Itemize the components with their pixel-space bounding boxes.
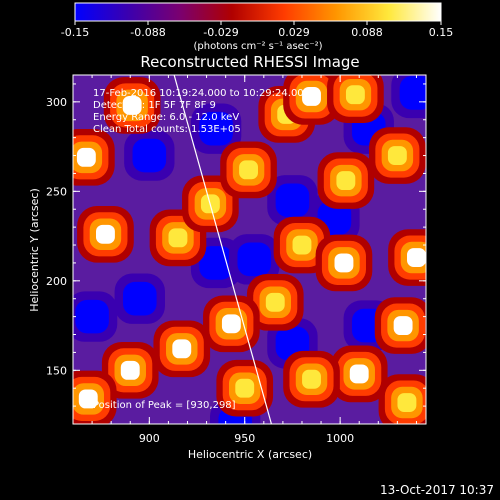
- heatmap-dark-spot: [229, 234, 280, 285]
- heatmap-bright-spot: [77, 205, 134, 263]
- colorbar-tick-label: 0.088: [351, 26, 383, 39]
- heatmap-bright-spot: [220, 141, 277, 199]
- colorbar-tick-label: -0.15: [61, 26, 89, 39]
- heatmap-bright-spot: [203, 295, 260, 353]
- heatmap-dark-spot: [391, 75, 426, 119]
- heatmap-dark-spot: [124, 130, 175, 181]
- heatmap-dark-spot: [190, 103, 242, 154]
- heatmap-bright-spot: [73, 370, 117, 424]
- heatmap-bright-spot: [374, 297, 426, 354]
- heatmap-bright-spot: [283, 350, 340, 408]
- heatmap-bright-spot: [283, 75, 340, 125]
- y-tick-label: 200: [46, 275, 67, 288]
- x-tick-label: 900: [139, 432, 160, 445]
- heatmap-bright-spot: [388, 229, 426, 286]
- heatmap-bright-spot: [330, 345, 388, 403]
- annotation-time-range: 17-Feb-2016 10:19:24.000 to 10:29:24.000: [93, 88, 310, 99]
- heatmap-bright-spot: [73, 128, 115, 186]
- x-axis-label: Heliocentric X (arcsec): [188, 448, 312, 461]
- colorbar-tick-label: -0.088: [130, 26, 165, 39]
- x-tick-label: 950: [234, 432, 255, 445]
- annotation-energy-range: Energy Range: 6.0 - 12.0 keV: [93, 112, 239, 123]
- heatmap-bright-spot: [153, 320, 211, 378]
- x-tick-label: 1000: [326, 432, 354, 445]
- heatmap-bright-spot: [317, 152, 375, 209]
- colorbar-ticks: [74, 21, 442, 25]
- y-tick-label: 300: [46, 96, 67, 109]
- footer-timestamp: 13-Oct-2017 10:37: [380, 483, 494, 497]
- axis-ticks: [72, 75, 426, 425]
- y-tick-label: 250: [46, 185, 67, 198]
- heatmap-bright-spot: [101, 341, 159, 399]
- heatmap-bright-spot: [315, 234, 373, 292]
- y-tick-label: 150: [46, 364, 67, 377]
- peak-position-label: Position of Peak = [930,298]: [93, 400, 236, 411]
- chart-title: Reconstructed RHESSI Image: [140, 53, 359, 71]
- colorbar-tick-label: 0.15: [429, 26, 454, 39]
- limb-layer: [173, 75, 273, 424]
- heatmap-bright-spot: [246, 273, 304, 331]
- colorbar-unit-label: (photons cm⁻² s⁻¹ asec⁻²): [193, 41, 322, 52]
- colorbar-tick-label: -0.029: [203, 26, 238, 39]
- solar-limb-line: [173, 75, 273, 424]
- y-axis-label: Heliocentric Y (arcsec): [28, 188, 41, 312]
- heatmap-bright-spot: [369, 127, 426, 184]
- plot-frame: [72, 74, 427, 425]
- annotation-detectors: Detectors: 1F 5F 7F 8F 9: [93, 100, 216, 111]
- heatmap-bright-spot: [378, 374, 426, 424]
- heatmap-bright-spot: [216, 359, 274, 417]
- heatmap-bright-spot: [327, 75, 384, 124]
- colorbar: [74, 2, 442, 22]
- heatmap-dark-spot: [73, 291, 118, 342]
- colorbar-tick-label: 0.029: [278, 26, 310, 39]
- heatmap-layer: [73, 75, 426, 424]
- annotation-counts: Clean Total counts: 1.53E+05: [93, 124, 241, 135]
- heatmap-dark-spot: [114, 273, 165, 324]
- heatmap-dark-spot: [267, 175, 318, 226]
- heatmap-bright-spot: [103, 77, 161, 134]
